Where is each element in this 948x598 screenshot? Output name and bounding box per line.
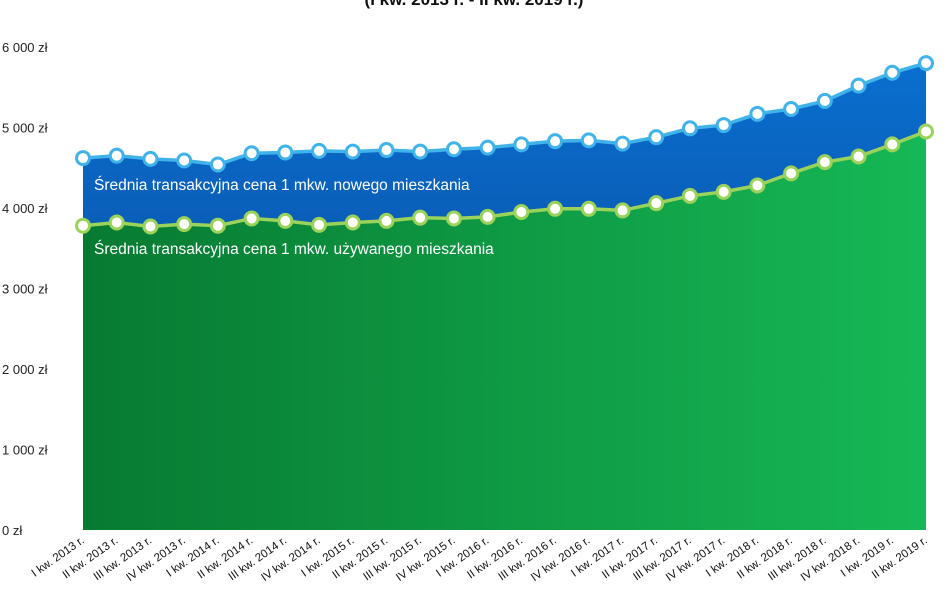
marker-used-apartments [580, 200, 597, 217]
marker-used-apartments [176, 216, 193, 233]
marker-used-apartments [209, 217, 226, 234]
marker-used-apartments [547, 200, 564, 217]
marker-new-apartments [513, 136, 530, 153]
series-label-new: Średnia transakcyjna cena 1 mkw. nowego … [94, 176, 470, 194]
marker-used-apartments [277, 212, 294, 229]
marker-new-apartments [75, 150, 91, 167]
marker-new-apartments [580, 132, 597, 149]
marker-used-apartments [816, 154, 833, 171]
marker-layer [75, 55, 934, 235]
marker-new-apartments [715, 117, 732, 134]
y-tick-label: 1 000 zł [2, 443, 48, 458]
marker-used-apartments [344, 214, 361, 231]
marker-new-apartments [243, 145, 260, 162]
marker-new-apartments [378, 142, 395, 159]
marker-new-apartments [412, 143, 429, 160]
chart-subtitle: (I kw. 2013 r. - II kw. 2019 r.) [365, 0, 584, 9]
marker-used-apartments [445, 210, 462, 227]
y-tick-label: 3 000 zł [2, 282, 48, 297]
marker-used-apartments [749, 177, 766, 194]
marker-used-apartments [243, 210, 260, 227]
marker-new-apartments [209, 156, 226, 173]
marker-new-apartments [344, 143, 361, 160]
marker-new-apartments [479, 139, 496, 156]
marker-new-apartments [547, 133, 564, 150]
marker-used-apartments [681, 187, 698, 204]
marker-new-apartments [648, 129, 665, 146]
marker-used-apartments [783, 165, 800, 182]
marker-used-apartments [850, 148, 867, 165]
marker-used-apartments [513, 204, 530, 221]
series-label-used: Średnia transakcyjna cena 1 mkw. używane… [94, 240, 494, 258]
marker-used-apartments [918, 123, 934, 140]
area-used-apartments [83, 131, 926, 530]
y-tick-label: 4 000 zł [2, 201, 48, 216]
marker-used-apartments [648, 195, 665, 212]
marker-new-apartments [311, 142, 328, 159]
marker-new-apartments [142, 150, 159, 167]
y-tick-label: 6 000 zł [2, 40, 48, 55]
marker-new-apartments [850, 77, 867, 94]
marker-new-apartments [681, 120, 698, 137]
marker-used-apartments [479, 208, 496, 225]
marker-used-apartments [108, 214, 125, 231]
area-layer [83, 63, 926, 530]
y-axis: 0 zł 1 000 zł 2 000 zł 3 000 zł 4 000 zł 5 00… [2, 40, 48, 538]
marker-new-apartments [445, 141, 462, 158]
marker-used-apartments [715, 183, 732, 200]
marker-new-apartments [816, 92, 833, 109]
marker-new-apartments [783, 100, 800, 117]
marker-new-apartments [884, 64, 901, 81]
marker-used-apartments [884, 136, 901, 153]
marker-used-apartments [412, 209, 429, 226]
marker-new-apartments [918, 55, 934, 72]
marker-new-apartments [108, 147, 125, 164]
marker-new-apartments [749, 105, 766, 122]
marker-used-apartments [614, 202, 631, 219]
y-tick-label: 2 000 zł [2, 362, 48, 377]
marker-used-apartments [311, 216, 328, 233]
marker-used-apartments [378, 212, 395, 229]
marker-used-apartments [142, 218, 159, 235]
y-tick-label: 5 000 zł [2, 121, 48, 136]
x-axis: I kw. 2013 r.II kw. 2013 r.III kw. 2013 … [30, 535, 930, 584]
y-tick-label: 0 zł [2, 523, 22, 538]
series-label-layer: Średnia transakcyjna cena 1 mkw. nowego … [94, 176, 494, 258]
marker-new-apartments [277, 144, 294, 161]
marker-new-apartments [176, 152, 193, 169]
marker-used-apartments [75, 217, 91, 234]
marker-new-apartments [614, 135, 631, 152]
